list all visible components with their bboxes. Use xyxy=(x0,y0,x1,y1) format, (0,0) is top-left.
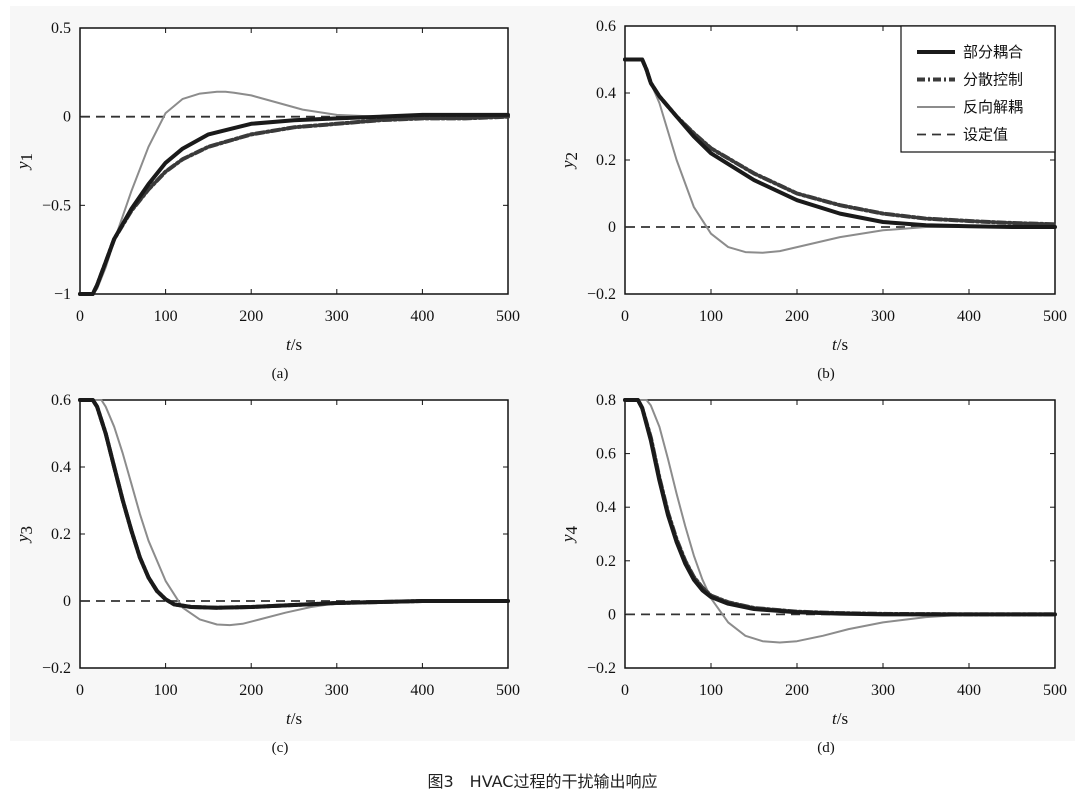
panel-2-y-axis-label: y2 xyxy=(558,152,581,170)
panel-2-y-tick-label-3: 0.4 xyxy=(596,85,616,102)
panel-1-x-tick-label-5: 500 xyxy=(496,308,520,325)
panel-4-x-tick-label-2: 200 xyxy=(785,682,809,699)
panel-2-x-tick-label-3: 300 xyxy=(871,308,895,325)
panel-2-y-tick-label-0: −0.2 xyxy=(587,286,616,303)
panel-1-series-partial xyxy=(78,112,510,296)
panel-2-y-tick-label-4: 0.6 xyxy=(596,18,616,35)
panel-1-y-tick-label-1: −0.5 xyxy=(42,197,71,214)
legend-box xyxy=(900,25,1056,153)
panel-4-plot-frame xyxy=(624,399,1056,669)
panel-2-x-tick-label-5: 500 xyxy=(1043,308,1067,325)
panel-2-x-tick-label-4: 400 xyxy=(957,308,981,325)
panel-2-x-axis-label: t/s xyxy=(832,335,848,354)
panel-3-x-tick-label-0: 0 xyxy=(76,682,84,699)
figure-caption: 图3 HVAC过程的干扰输出响应 xyxy=(427,772,658,791)
legend-label-setpoint: 设定值 xyxy=(963,126,1008,144)
panel-4-y-tick-label-4: 0.6 xyxy=(596,446,616,463)
panel-3-y-axis-label: y3 xyxy=(13,526,36,544)
panel-3-x-tick-label-3: 300 xyxy=(325,682,349,699)
panel-2-x-tick-label-1: 100 xyxy=(699,308,723,325)
panel-1-plot-frame xyxy=(79,27,509,295)
panel-1-x-tick-label-0: 0 xyxy=(76,308,84,325)
panel-1-y-tick-label-3: 0.5 xyxy=(51,20,71,37)
panel-1-x-axis-label: t/s xyxy=(286,335,302,354)
panel-4-x-tick-label-4: 400 xyxy=(957,682,981,699)
panel-4-subfigure-label: (d) xyxy=(817,740,835,756)
panel-1-y-axis-label: y1 xyxy=(13,153,36,171)
legend-label-decentral: 分散控制 xyxy=(963,71,1023,89)
panel-3-x-tick-label-4: 400 xyxy=(410,682,434,699)
panel-1-x-tick-label-2: 200 xyxy=(239,308,263,325)
panel-3-x-tick-label-2: 200 xyxy=(239,682,263,699)
panel-4-y-axis-label: y4 xyxy=(558,525,581,544)
panel-3-y-tick-label-2: 0.2 xyxy=(51,526,71,543)
legend-label-inverse: 反向解耦 xyxy=(963,98,1023,116)
panel-4-series-partial xyxy=(623,398,1057,617)
panel-4-series-inverse xyxy=(624,399,1056,644)
panel-4-y-tick-label-5: 0.8 xyxy=(596,392,616,409)
panel-4-y-tick-label-2: 0.2 xyxy=(596,553,616,570)
panel-3-x-axis-label: t/s xyxy=(286,709,302,728)
panel-2-x-tick-label-2: 200 xyxy=(785,308,809,325)
panel-4-x-tick-label-5: 500 xyxy=(1043,682,1067,699)
panel-4-y-tick-label-0: −0.2 xyxy=(587,660,616,677)
panel-3-series-partial xyxy=(78,398,510,610)
panel-4-y-tick-label-3: 0.4 xyxy=(596,499,616,516)
panel-4-x-axis-label: t/s xyxy=(832,709,848,728)
panel-4-x-tick-label-1: 100 xyxy=(699,682,723,699)
panel-3-subfigure-label: (c) xyxy=(272,740,289,756)
panel-1-subfigure-label: (a) xyxy=(272,366,289,382)
panel-3-plot-frame xyxy=(79,399,509,669)
panel-2-subfigure-label: (b) xyxy=(817,366,835,382)
panel-3-y-tick-label-1: 0 xyxy=(63,593,71,610)
panel-3-y-tick-label-3: 0.4 xyxy=(51,459,71,476)
panel-1-y-tick-label-0: −1 xyxy=(54,286,71,303)
legend-label-partial: 部分耦合 xyxy=(963,43,1023,61)
panel-3-x-tick-label-5: 500 xyxy=(496,682,520,699)
panel-1-x-tick-label-4: 400 xyxy=(410,308,434,325)
panel-3-x-tick-label-1: 100 xyxy=(154,682,178,699)
panel-4-y-tick-label-1: 0 xyxy=(608,606,616,623)
panel-3-y-tick-label-4: 0.6 xyxy=(51,392,71,409)
panel-2-series-partial xyxy=(623,57,1057,229)
panel-1-x-tick-label-1: 100 xyxy=(154,308,178,325)
panel-2-x-tick-label-0: 0 xyxy=(621,308,629,325)
panel-1-y-tick-label-2: 0 xyxy=(63,109,71,126)
panel-4-x-tick-label-0: 0 xyxy=(621,682,629,699)
panel-1-x-tick-label-3: 300 xyxy=(325,308,349,325)
panel-2-y-tick-label-1: 0 xyxy=(608,219,616,236)
panel-2-y-tick-label-2: 0.2 xyxy=(596,152,616,169)
panel-3-y-tick-label-0: −0.2 xyxy=(42,660,71,677)
panel-4-x-tick-label-3: 300 xyxy=(871,682,895,699)
